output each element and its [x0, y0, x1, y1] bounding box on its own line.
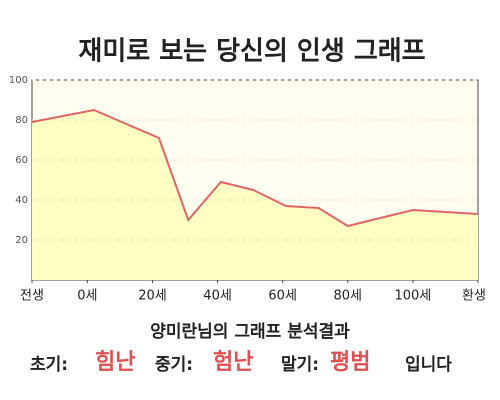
x-tick-label: 20세 — [138, 289, 167, 304]
phase-label: 중기: — [155, 355, 193, 375]
phase-value: 평범 — [330, 350, 370, 375]
area — [32, 110, 478, 280]
x-tick-label: 100세 — [394, 289, 431, 304]
x-tick-label: 0세 — [77, 289, 97, 304]
y-tick-label: 20 — [15, 235, 28, 246]
phase-label: 초기: — [30, 355, 68, 375]
x-tick-label: 40세 — [203, 289, 232, 304]
x-tick-label: 환생 — [462, 289, 486, 304]
analysis-suffix: 입니다 — [405, 355, 452, 375]
phase-label: 말기: — [281, 354, 319, 375]
x-tick-label: 80세 — [334, 289, 363, 304]
x-tick-label: 60세 — [268, 289, 297, 304]
analysis-heading: 양미란님의 그래프 분석결과 — [150, 322, 350, 342]
y-tick-label: 100 — [9, 75, 28, 86]
x-tick-label: 전생 — [20, 289, 44, 304]
y-tick-label: 40 — [15, 195, 28, 206]
y-tick-label: 80 — [15, 115, 28, 126]
y-tick-label: 60 — [15, 155, 28, 166]
line — [31, 108, 479, 228]
phase-value: 힘난 — [95, 350, 135, 375]
chart-title: 재미로 보는 당신의 인생 그래프 — [78, 37, 425, 67]
phase-value: 험난 — [213, 349, 253, 375]
